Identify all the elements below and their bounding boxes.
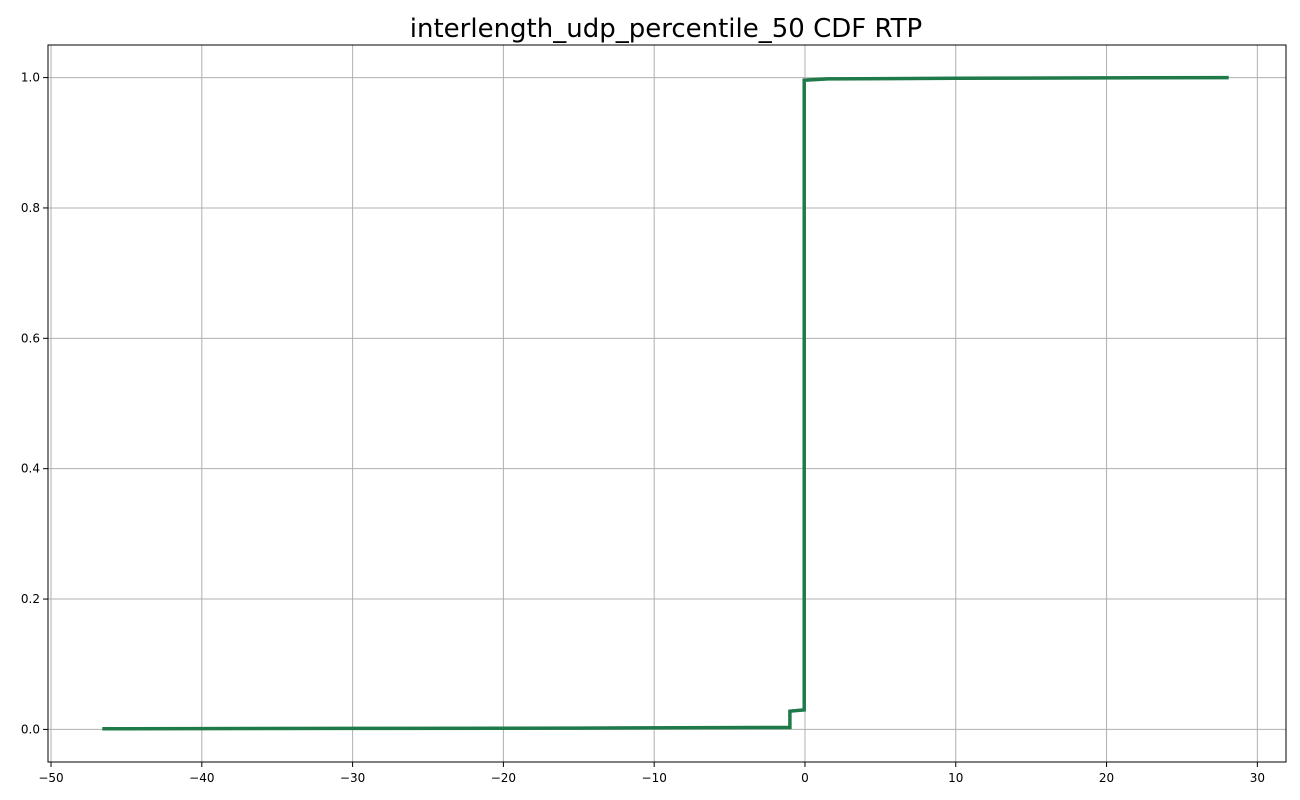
x-tick-label: 0 — [801, 771, 809, 785]
x-tick-label: −30 — [340, 771, 365, 785]
plot-frame — [47, 44, 1287, 763]
y-tick-label: 0.0 — [21, 722, 40, 736]
x-tick-label: −10 — [642, 771, 667, 785]
chart-title: interlength_udp_percentile_50 CDF RTP — [410, 14, 922, 44]
x-tick-label: 20 — [1099, 771, 1114, 785]
x-tick-label: 10 — [948, 771, 963, 785]
x-tick-label: −50 — [38, 771, 63, 785]
y-tick-label: 0.4 — [21, 462, 40, 476]
cdf-line — [102, 75, 1229, 731]
axis-layer: −50 −40 −30 −20 −10 0 10 20 30 0.0 0.2 0.4 0.6 0.8 1.0 — [21, 44, 1287, 785]
x-tick-label: −20 — [491, 771, 516, 785]
y-tick-label: 1.0 — [21, 71, 40, 85]
x-tick-label: 30 — [1250, 771, 1265, 785]
grid-layer — [48, 45, 1286, 762]
y-tick-label: 0.2 — [21, 592, 40, 606]
y-tick-label: 0.8 — [21, 201, 40, 215]
y-tick-label: 0.6 — [21, 331, 40, 345]
x-tick-label: −40 — [189, 771, 214, 785]
series-layer — [102, 75, 1229, 731]
